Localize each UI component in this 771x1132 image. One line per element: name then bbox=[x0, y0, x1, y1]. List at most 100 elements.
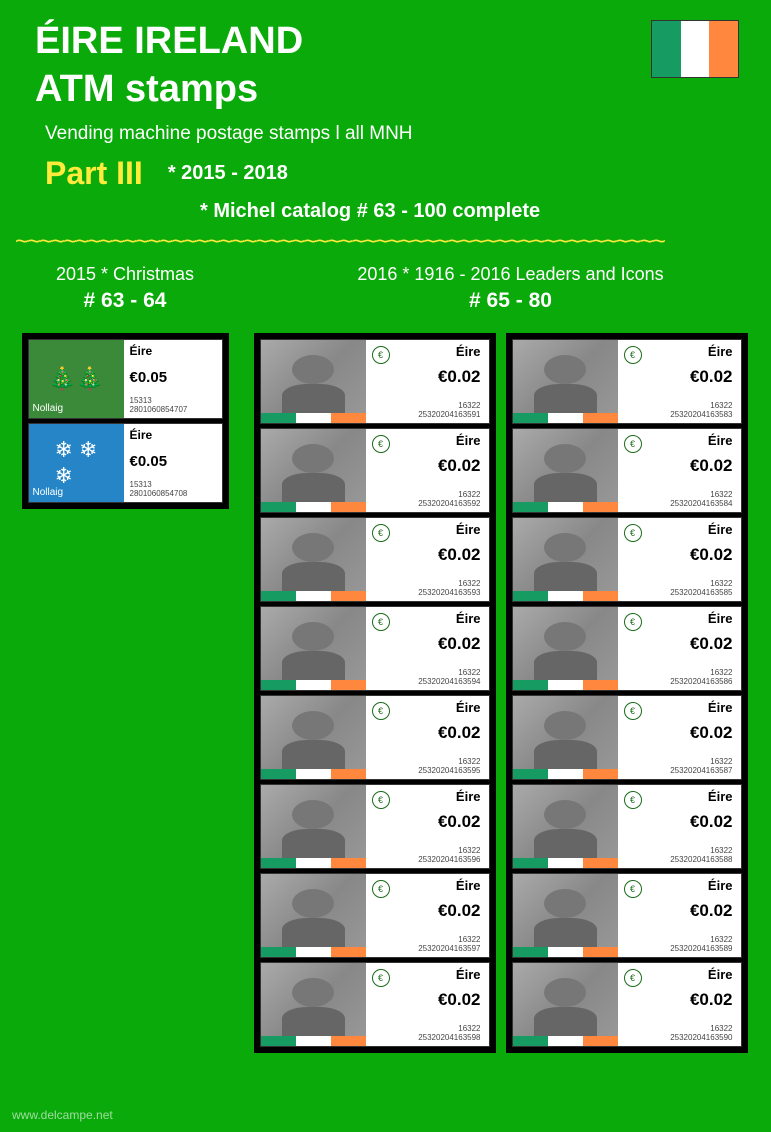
euro-seal-icon: € bbox=[624, 613, 642, 631]
portrait-placeholder bbox=[261, 785, 366, 868]
section-right-header: 2016 * 1916 - 2016 Leaders and Icons # 6… bbox=[250, 264, 771, 313]
stamp-image bbox=[513, 429, 618, 512]
stamp-image bbox=[261, 874, 366, 957]
stamp-country: Éire bbox=[374, 700, 481, 715]
stamp-info: € Éire €0.02 16322 25320204163598 bbox=[366, 963, 489, 1046]
leaders-column-1: € Éire €0.02 16322 25320204163591 € Éire… bbox=[254, 333, 496, 1053]
leader-stamp: € Éire €0.02 16322 25320204163596 bbox=[260, 784, 490, 869]
portrait-placeholder bbox=[513, 696, 618, 779]
stamp-image bbox=[513, 340, 618, 423]
stamp-code: 16322 bbox=[374, 668, 481, 677]
stamp-code: 16322 bbox=[626, 935, 733, 944]
watermark: www.delcampe.net bbox=[12, 1108, 113, 1122]
stamp-image bbox=[261, 518, 366, 601]
stamp-country: Éire bbox=[626, 611, 733, 626]
stamp-price: €0.02 bbox=[374, 634, 481, 654]
stamp-info: € Éire €0.02 16322 25320204163584 bbox=[618, 429, 741, 512]
christmas-stamp-info: Éire €0.05 15313 2801060854707 bbox=[124, 340, 222, 418]
stamp-image bbox=[513, 518, 618, 601]
nollaig-label: Nollaig bbox=[33, 487, 64, 498]
portrait-placeholder bbox=[513, 518, 618, 601]
stamp-code: 16322 bbox=[374, 401, 481, 410]
portrait-placeholder bbox=[261, 874, 366, 957]
leader-stamp: € Éire €0.02 16322 25320204163586 bbox=[512, 606, 742, 691]
stamp-code: 16322 bbox=[374, 490, 481, 499]
flag-stripe-green bbox=[652, 21, 681, 77]
stamp-code: 16322 bbox=[626, 490, 733, 499]
stamp-code2: 25320204163584 bbox=[626, 499, 733, 508]
portrait-placeholder bbox=[513, 874, 618, 957]
stamp-price: €0.02 bbox=[626, 723, 733, 743]
wave-divider: ~~~~~~~~~~~~~~~~~~~~~~~~~~~~~~~~~~~~~~~~… bbox=[0, 223, 771, 256]
christmas-stamps-container: 🎄🎄 Nollaig Éire €0.05 15313 280106085470… bbox=[0, 333, 250, 1053]
stamp-info: € Éire €0.02 16322 25320204163591 bbox=[366, 340, 489, 423]
portrait-placeholder bbox=[261, 696, 366, 779]
leader-stamp: € Éire €0.02 16322 25320204163593 bbox=[260, 517, 490, 602]
stamp-price: €0.02 bbox=[374, 723, 481, 743]
stamp-info: € Éire €0.02 16322 25320204163593 bbox=[366, 518, 489, 601]
leader-stamp: € Éire €0.02 16322 25320204163591 bbox=[260, 339, 490, 424]
stamp-country: Éire bbox=[626, 967, 733, 982]
stamp-code: 16322 bbox=[626, 846, 733, 855]
stamp-code2: 25320204163588 bbox=[626, 855, 733, 864]
euro-seal-icon: € bbox=[624, 791, 642, 809]
stamp-code2: 25320204163586 bbox=[626, 677, 733, 686]
stamp-info: € Éire €0.02 16322 25320204163594 bbox=[366, 607, 489, 690]
euro-seal-icon: € bbox=[372, 880, 390, 898]
leaders-stamps-container: € Éire €0.02 16322 25320204163591 € Éire… bbox=[250, 333, 771, 1053]
stamp-image bbox=[513, 874, 618, 957]
mini-flag bbox=[261, 1036, 366, 1046]
euro-seal-icon: € bbox=[624, 435, 642, 453]
euro-seal-icon: € bbox=[624, 880, 642, 898]
mini-flag bbox=[513, 502, 618, 512]
leader-stamp: € Éire €0.02 16322 25320204163592 bbox=[260, 428, 490, 513]
mini-flag bbox=[513, 947, 618, 957]
leader-stamp: € Éire €0.02 16322 25320204163597 bbox=[260, 873, 490, 958]
stamp-image bbox=[513, 607, 618, 690]
stamp-code: 16322 bbox=[374, 846, 481, 855]
leader-stamp: € Éire €0.02 16322 25320204163590 bbox=[512, 962, 742, 1047]
stamp-country: Éire bbox=[374, 878, 481, 893]
stamp-code2: 25320204163592 bbox=[374, 499, 481, 508]
stamp-info: € Éire €0.02 16322 25320204163595 bbox=[366, 696, 489, 779]
portrait-placeholder bbox=[513, 785, 618, 868]
mini-flag bbox=[513, 680, 618, 690]
stamp-price: €0.02 bbox=[626, 367, 733, 387]
christmas-stamp-info: Éire €0.05 15313 2801060854708 bbox=[124, 424, 222, 502]
stamp-code2: 25320204163589 bbox=[626, 944, 733, 953]
christmas-stamp-image: 🎄🎄 Nollaig bbox=[29, 340, 124, 418]
stamp-price: €0.02 bbox=[626, 901, 733, 921]
stamp-info: € Éire €0.02 16322 25320204163583 bbox=[618, 340, 741, 423]
mini-flag bbox=[261, 769, 366, 779]
stamp-code2: 2801060854707 bbox=[130, 405, 216, 414]
christmas-stamp: 🎄🎄 Nollaig Éire €0.05 15313 280106085470… bbox=[28, 339, 223, 419]
euro-seal-icon: € bbox=[624, 524, 642, 542]
leader-stamp: € Éire €0.02 16322 25320204163585 bbox=[512, 517, 742, 602]
stamp-code2: 25320204163593 bbox=[374, 588, 481, 597]
leader-stamp: € Éire €0.02 16322 25320204163595 bbox=[260, 695, 490, 780]
stamp-info: € Éire €0.02 16322 25320204163592 bbox=[366, 429, 489, 512]
stamp-country: Éire bbox=[130, 344, 216, 358]
stamp-info: € Éire €0.02 16322 25320204163587 bbox=[618, 696, 741, 779]
flag-stripe-orange bbox=[709, 21, 738, 77]
stamp-price: €0.02 bbox=[626, 990, 733, 1010]
stamp-country: Éire bbox=[374, 344, 481, 359]
stamp-image bbox=[261, 963, 366, 1046]
euro-seal-icon: € bbox=[624, 969, 642, 987]
section-left-range: # 63 - 64 bbox=[0, 289, 250, 313]
irish-flag bbox=[651, 20, 739, 78]
stamp-info: € Éire €0.02 16322 25320204163596 bbox=[366, 785, 489, 868]
mini-flag bbox=[513, 413, 618, 423]
stamp-price: €0.02 bbox=[374, 545, 481, 565]
stamp-price: €0.02 bbox=[374, 367, 481, 387]
stamp-info: € Éire €0.02 16322 25320204163590 bbox=[618, 963, 741, 1046]
stamp-image bbox=[513, 963, 618, 1046]
leader-stamp: € Éire €0.02 16322 25320204163598 bbox=[260, 962, 490, 1047]
leader-stamp: € Éire €0.02 16322 25320204163588 bbox=[512, 784, 742, 869]
stamp-image bbox=[513, 696, 618, 779]
stamp-code: 16322 bbox=[374, 579, 481, 588]
mini-flag bbox=[513, 858, 618, 868]
stamp-info: € Éire €0.02 16322 25320204163589 bbox=[618, 874, 741, 957]
mini-flag bbox=[513, 1036, 618, 1046]
portrait-placeholder bbox=[261, 607, 366, 690]
